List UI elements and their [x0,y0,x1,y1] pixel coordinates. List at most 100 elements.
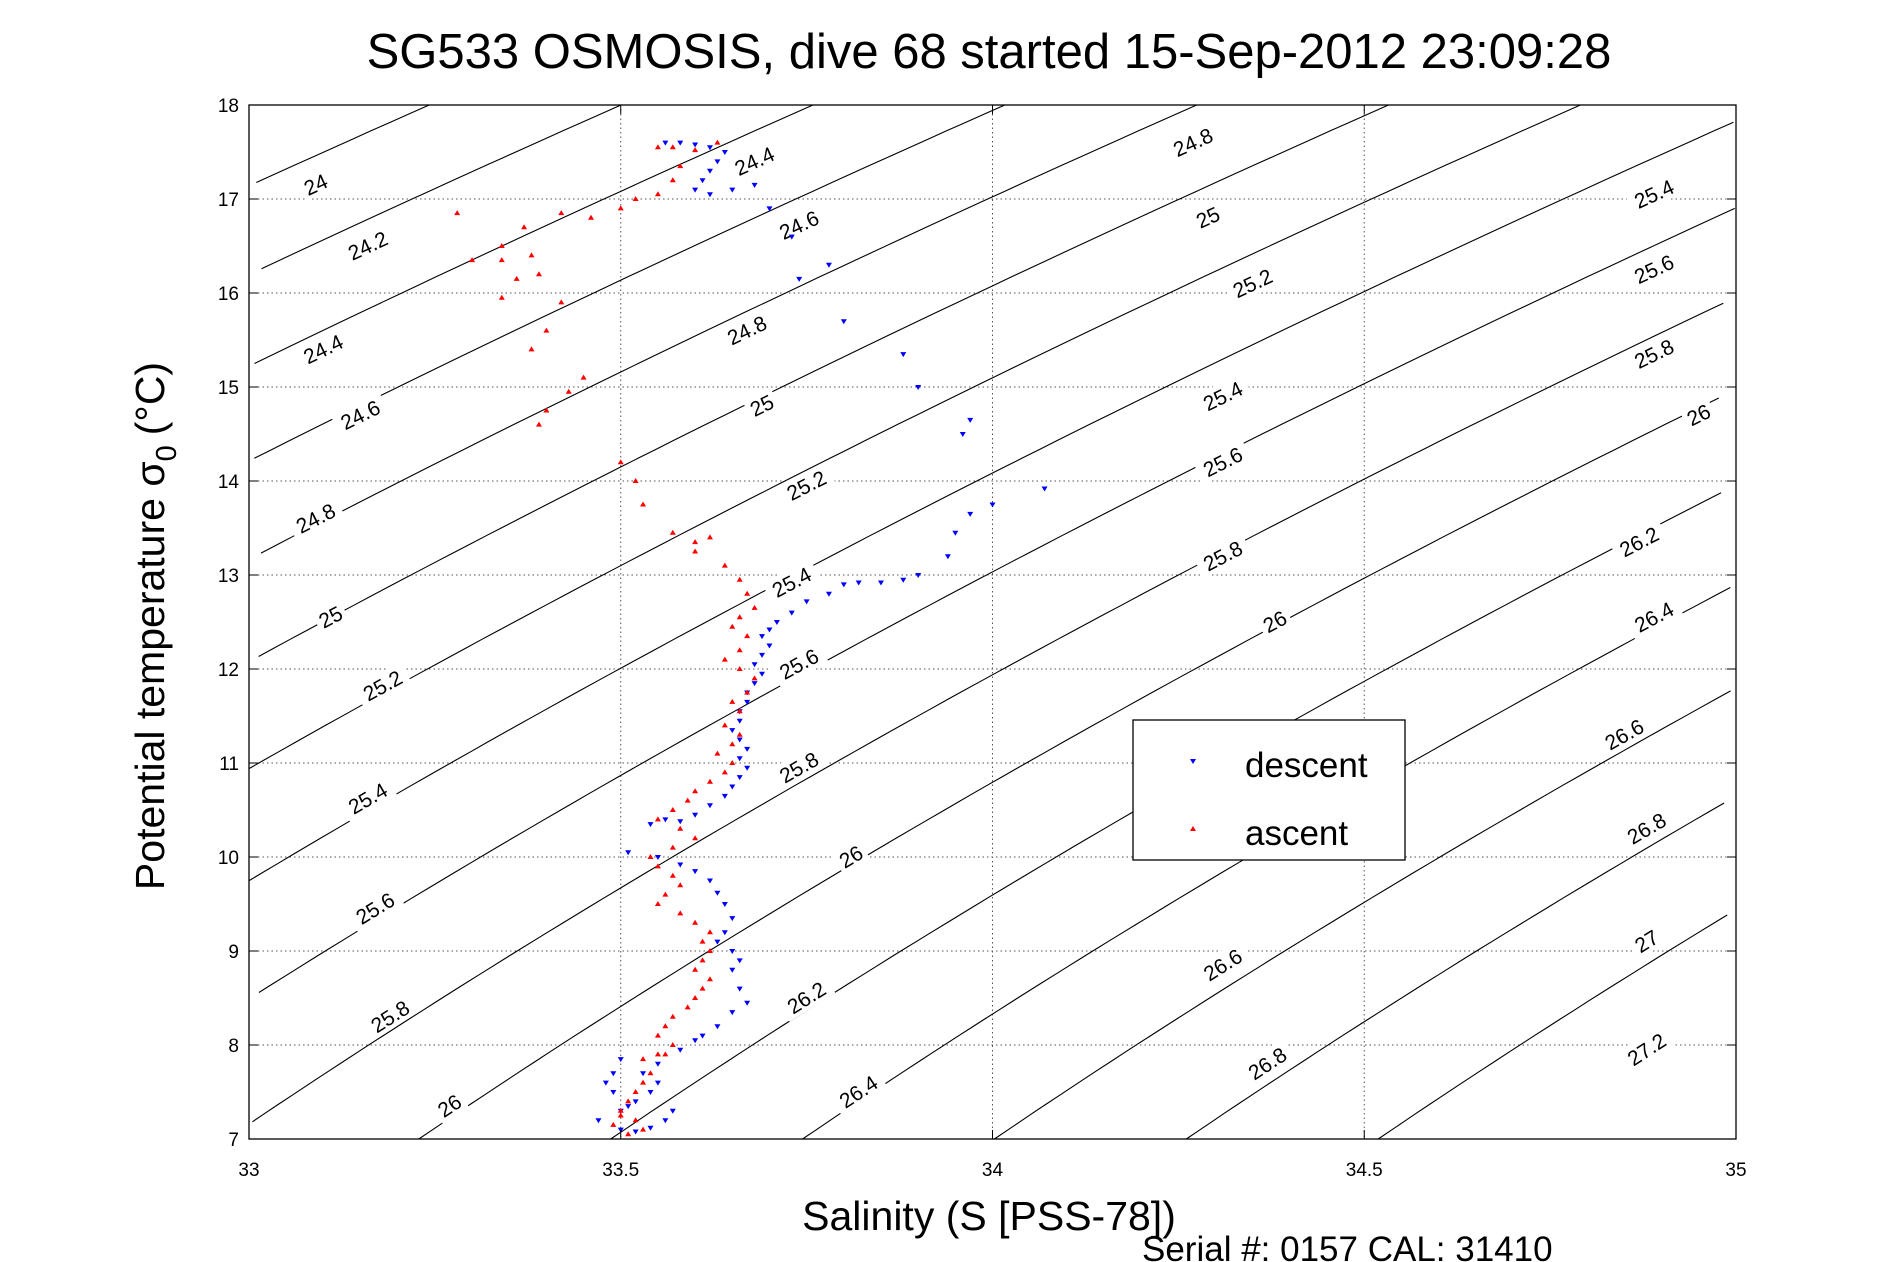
ascent-point [632,1089,639,1094]
density-contour-line [418,397,1720,1140]
descent-point [803,599,810,605]
ascent-point [669,807,676,812]
ascent-point [706,948,713,953]
descent-point [855,580,862,586]
descent-point [736,737,743,743]
ascent-point [744,590,751,596]
ascent-point [647,1070,654,1076]
data-points [454,139,1048,1137]
ascent-point [640,1079,647,1085]
density-contour-line [1377,914,1728,1140]
density-contour-line [802,587,1731,1140]
y-axis-label-subscript: 0 [151,445,183,461]
descent-point [729,784,736,790]
density-contour-line [254,104,814,364]
contour-label-mask [1255,603,1294,640]
descent-point [751,182,758,188]
contour-label-mask [296,166,335,202]
ascent-point [625,1098,632,1104]
descent-point [654,855,661,860]
contour-label-mask [776,972,836,1022]
density-contour-line [258,207,1735,993]
ascent-point [744,633,751,639]
descent-point [662,1118,669,1124]
descent-point [669,1108,676,1114]
y-tick-label: 8 [228,1036,239,1057]
descent-point [692,812,699,818]
descent-point [1041,486,1048,492]
ascent-point [521,224,528,230]
axis-ticks: 33 33.5 34 34.5 35 7 8 9 10 11 12 13 14 15 16 17 18 [218,96,1747,1181]
density-contour-line [1185,802,1725,1140]
density-contour-line [258,104,1389,657]
descent-point [729,1010,736,1016]
descent-point [900,352,907,358]
descent-point [773,620,780,625]
descent-point [610,1090,617,1095]
x-tick-label: 33 [238,1160,259,1181]
ascent-point [610,1121,617,1127]
contour-label-mask [1193,939,1252,989]
descent-point [632,1129,639,1135]
ascent-point [692,788,699,794]
ascent-point [736,666,743,671]
descent-point [714,890,721,896]
descent-point [692,187,699,193]
descent-point [840,319,847,325]
descent-point [721,902,728,907]
ascent-point [706,778,713,784]
ascent-point [454,210,461,216]
descent-point [647,1090,654,1095]
plot-area: 2424.224.424.624.82525.225.425.625.82624… [218,96,1747,1181]
ascent-point [692,548,699,554]
descent-point [744,1000,751,1006]
density-contour-line [252,302,1724,1123]
ascent-point [692,919,699,925]
descent-point [610,1071,617,1077]
ascent-point [736,614,743,620]
ascent-point [543,407,550,413]
contour-label-mask [1679,396,1718,432]
contour-label-mask [311,598,350,635]
ascent-point [498,243,505,248]
descent-point [729,728,736,734]
y-tick-label: 17 [218,190,239,211]
descent-point [900,577,907,583]
descent-point [967,417,974,423]
ascent-point [684,797,691,803]
descent-point [729,949,736,954]
contour-label-mask [360,991,419,1041]
descent-point [766,643,773,649]
descent-point [825,591,832,597]
contour-label-mask [1624,330,1684,376]
ascent-point [706,534,713,540]
contour-label-mask [1163,119,1223,164]
descent-point [662,140,669,146]
ascent-point [677,163,684,169]
descent-point [766,627,773,633]
descent-point [736,958,743,964]
ascent-point [699,957,706,963]
ascent-point [558,299,565,305]
legend-ascent-marker [1190,826,1196,831]
contour-label-mask [338,222,398,268]
descent-point [706,192,713,198]
x-axis-label: Salinity (S [PSS-78]) [802,1193,1176,1239]
ascent-point [669,1042,676,1047]
ascent-point [617,205,624,211]
ascent-point [617,1112,624,1118]
series-descent [595,140,1048,1135]
y-axis-label-text: Potential temperature σ0 (°C) [127,362,183,890]
ascent-point [736,708,743,714]
y-tick-label: 9 [228,942,239,963]
contour-label-mask [831,837,871,875]
descent-point [692,142,699,148]
contour-label-mask [1193,372,1253,419]
descent-point [699,178,706,184]
ascent-point [669,1013,676,1019]
descent-point [825,262,832,268]
ascent-point [632,1117,639,1123]
descent-point [632,1099,639,1105]
x-tick-label: 33.5 [602,1160,639,1181]
ascent-point [669,177,676,183]
